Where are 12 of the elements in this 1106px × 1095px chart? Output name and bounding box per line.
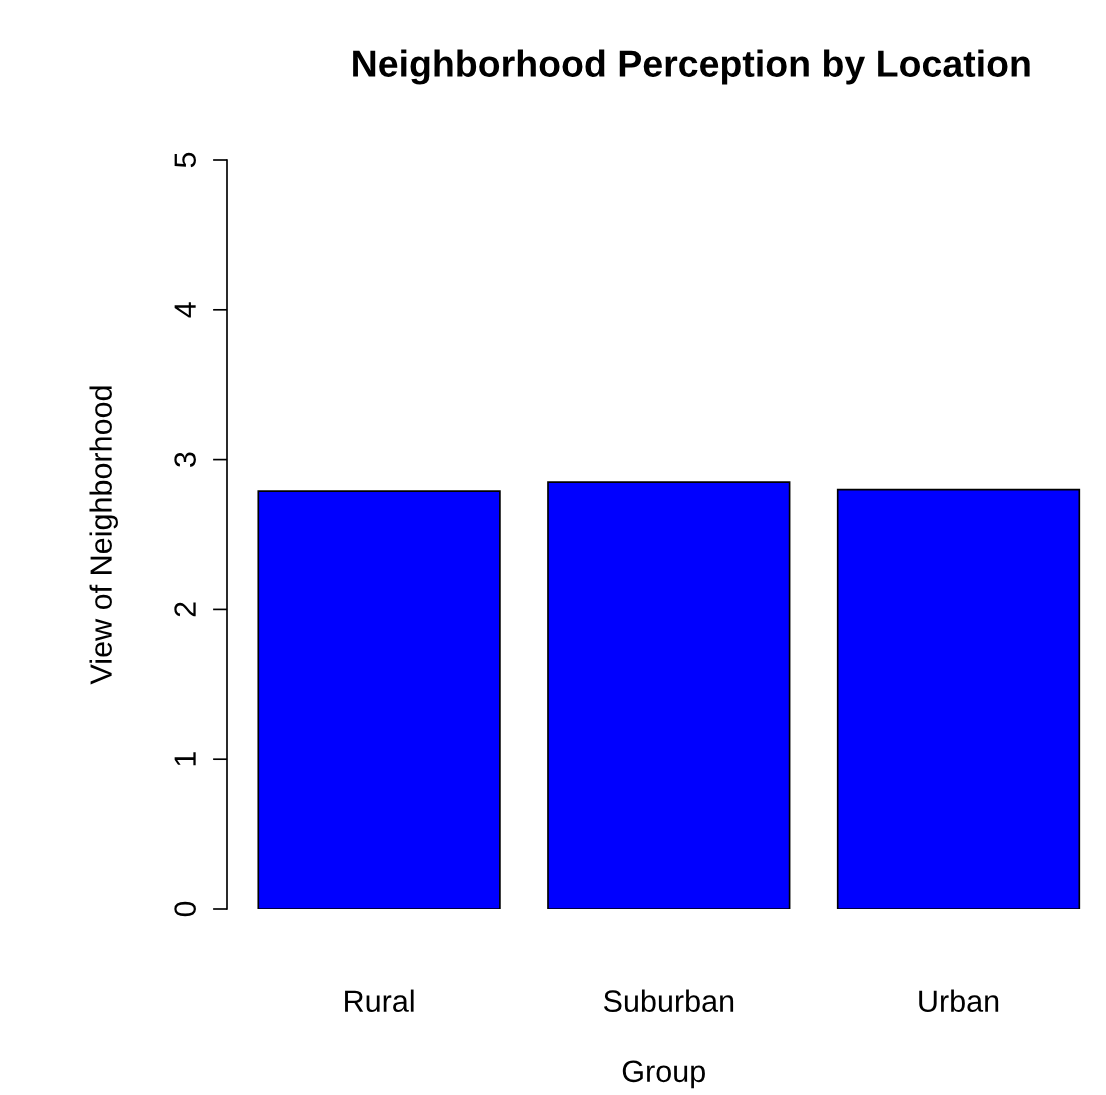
y-axis-title: View of Neighborhood — [89, 386, 118, 685]
y-tick-label: 4 — [174, 302, 196, 318]
y-tick-label: 5 — [174, 152, 196, 168]
x-tick-label: Urban — [919, 989, 999, 1012]
chart-title: Neighborhood Perception by Location — [353, 49, 1030, 85]
y-tick-label: 2 — [174, 602, 196, 617]
y-tick-label: 0 — [174, 901, 196, 917]
x-tick-label: Suburban — [603, 989, 734, 1012]
y-tick-label: 1 — [174, 752, 196, 766]
y-tick-label: 3 — [174, 452, 196, 467]
x-tick-label: Rural — [345, 989, 414, 1012]
x-axis-title: Group — [622, 1060, 705, 1089]
